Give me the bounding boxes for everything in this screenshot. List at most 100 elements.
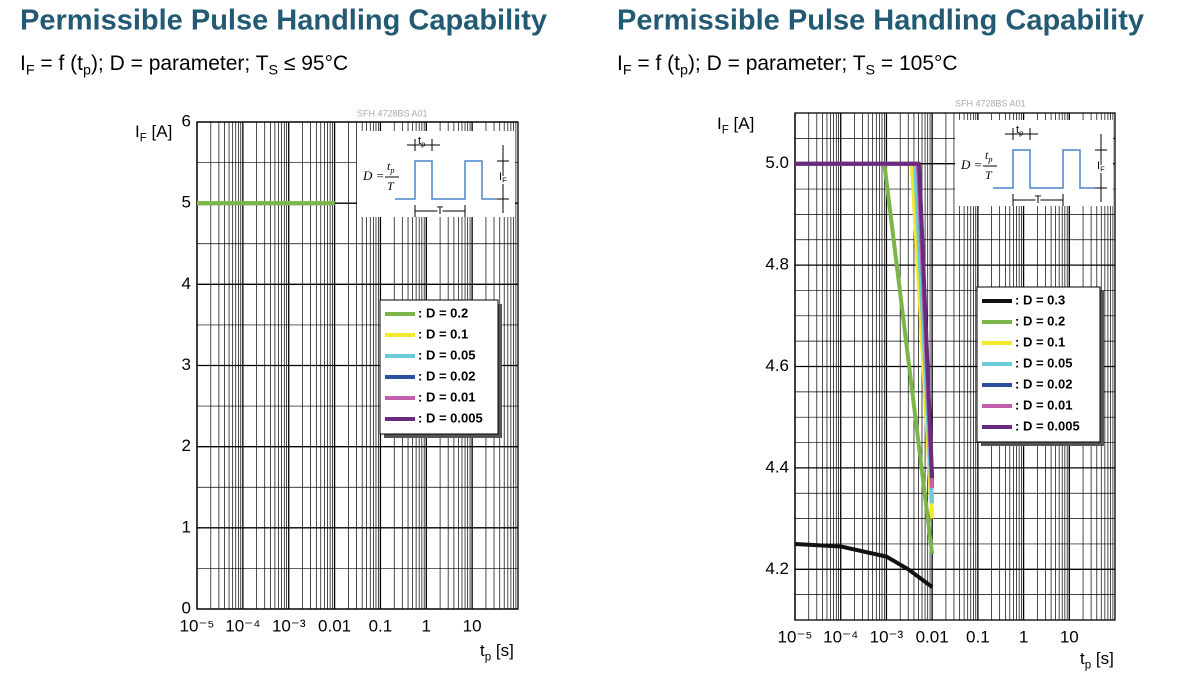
y-axis-label-part: I [717, 114, 722, 133]
chart-subtitle: IF = f (tp); D = parameter; TS = 105°C [617, 52, 958, 79]
chart-title: Permissible Pulse Handling Capability [617, 5, 1144, 37]
x-axis-label: tp [s] [1080, 649, 1114, 671]
inset-pulse-width-part: p [1019, 128, 1023, 137]
series-line [795, 161, 935, 479]
chart-subtitle-part: p [680, 62, 688, 78]
chart-subtitle-part: S [269, 62, 279, 78]
legend-label: : D = 0.2 [1015, 313, 1065, 328]
y-tick-label: 5.0 [765, 153, 789, 172]
plot-frame [794, 112, 1116, 621]
inset-pulse [993, 149, 1095, 189]
legend-label: : D = 0.01 [418, 389, 475, 404]
chart-subtitle-part: = f (t [632, 52, 681, 75]
x-axis-label-part: t [1080, 649, 1085, 668]
x-tick-label: 10⁻⁴ [225, 616, 260, 635]
chart-subtitle-part: ); D = parameter; T [688, 52, 866, 75]
y-tick-label: 2 [182, 436, 191, 455]
series-line [795, 161, 935, 555]
chart-subtitle-part: S [866, 62, 876, 78]
inset-pulse-width-part: t [1016, 124, 1019, 136]
chart-subtitle-part: = 105°C [875, 52, 958, 75]
inset-amplitude-part: I [499, 171, 502, 183]
inset-denominator: T [985, 168, 993, 182]
inset-amplitude: IF [499, 171, 507, 185]
y-axis-label-part: F [140, 132, 147, 144]
x-tick-label: 10⁻⁴ [823, 627, 858, 646]
x-tick-label: 10 [1060, 627, 1079, 646]
chart-subtitle-part: F [623, 62, 632, 78]
chart-subtitle-part: = f (t [35, 52, 84, 75]
legend-label: : D = 0.01 [1015, 397, 1072, 412]
x-axis-label-part: p [1085, 659, 1091, 671]
y-tick-label: 4.4 [765, 457, 789, 476]
y-tick-label: 1 [182, 517, 191, 536]
x-tick-label: 0.01 [318, 616, 351, 635]
chart-subtitle-part: p [83, 62, 91, 78]
series-line [794, 541, 934, 589]
y-tick-label: 4.8 [765, 255, 789, 274]
legend-label: : D = 0.05 [1015, 355, 1072, 370]
legend-label: : D = 0.02 [418, 368, 475, 383]
y-tick-label: 4.2 [765, 559, 789, 578]
x-tick-label: 10⁻⁵ [180, 616, 215, 635]
legend-label: : D = 0.005 [1015, 418, 1080, 433]
x-tick-label: 10 [463, 616, 482, 635]
inset-formula: D = [960, 157, 982, 172]
inset-amplitude-part: F [502, 175, 507, 184]
inset-numerator-part: p [987, 155, 992, 164]
x-tick-label: 0.1 [369, 616, 393, 635]
y-tick-label: 0 [182, 598, 191, 617]
legend-label: : D = 0.05 [418, 347, 475, 362]
inset-pulse-width: tp [418, 135, 425, 149]
chart-subtitle-part: F [26, 62, 35, 78]
x-tick-label: 10⁻³ [272, 616, 306, 635]
legend-label: : D = 0.1 [418, 326, 468, 341]
x-axis-label-part: [s] [491, 641, 514, 660]
watermark: SFH 4728BS A01 [357, 108, 428, 118]
chart-subtitle-part: ); D = parameter; T [91, 52, 269, 75]
x-tick-label: 1 [422, 616, 431, 635]
chart-subtitle-part: ≤ 95°C [278, 52, 348, 75]
inset-amplitude-part: F [1100, 164, 1105, 173]
x-tick-label: 10⁻⁵ [778, 627, 813, 646]
chart-title: Permissible Pulse Handling Capability [20, 5, 547, 37]
x-axis-label-part: t [480, 641, 485, 660]
y-axis-label-part: F [722, 124, 729, 136]
inset-amplitude-part: I [1097, 160, 1100, 172]
y-tick-label: 4 [182, 274, 191, 293]
x-tick-label: 1 [1019, 627, 1028, 646]
legend-label: : D = 0.1 [1015, 334, 1065, 349]
watermark: SFH 4728BS A01 [955, 98, 1026, 108]
x-tick-label: 0.01 [916, 627, 949, 646]
inset-pulse-width-part: t [418, 135, 421, 147]
chart-subtitle-part: I [617, 52, 623, 75]
inset-numerator-part: t [387, 159, 391, 173]
y-tick-label: 3 [182, 355, 191, 374]
inset-period: T [1035, 194, 1042, 206]
legend-box [379, 299, 499, 435]
y-axis-label: IF [A] [135, 122, 172, 144]
inset-pulse-width-part: p [421, 139, 425, 148]
inset-numerator: tp [985, 148, 992, 164]
inset-numerator-part: p [389, 166, 394, 175]
inset-amplitude: IF [1097, 160, 1105, 174]
legend-label: : D = 0.2 [418, 305, 468, 320]
x-axis-label-part: p [485, 651, 491, 663]
x-tick-label: 0.1 [966, 627, 990, 646]
inset-formula: D = [362, 168, 384, 183]
legend-label: : D = 0.3 [1015, 292, 1065, 307]
y-axis-label-part: [A] [729, 114, 755, 133]
y-axis-label-part: [A] [147, 122, 173, 141]
inset-pulse [395, 160, 497, 200]
series-line [795, 161, 935, 484]
legend-label: : D = 0.02 [1015, 376, 1072, 391]
inset-numerator-part: t [985, 148, 989, 162]
chart-subtitle-part: I [20, 52, 26, 75]
x-tick-label: 10⁻³ [870, 627, 904, 646]
legend-label: : D = 0.005 [418, 410, 483, 425]
y-axis-label: IF [A] [717, 114, 754, 136]
y-tick-label: 6 [182, 111, 191, 130]
inset-pulse-width: tp [1016, 124, 1023, 138]
y-tick-label: 4.6 [765, 356, 789, 375]
